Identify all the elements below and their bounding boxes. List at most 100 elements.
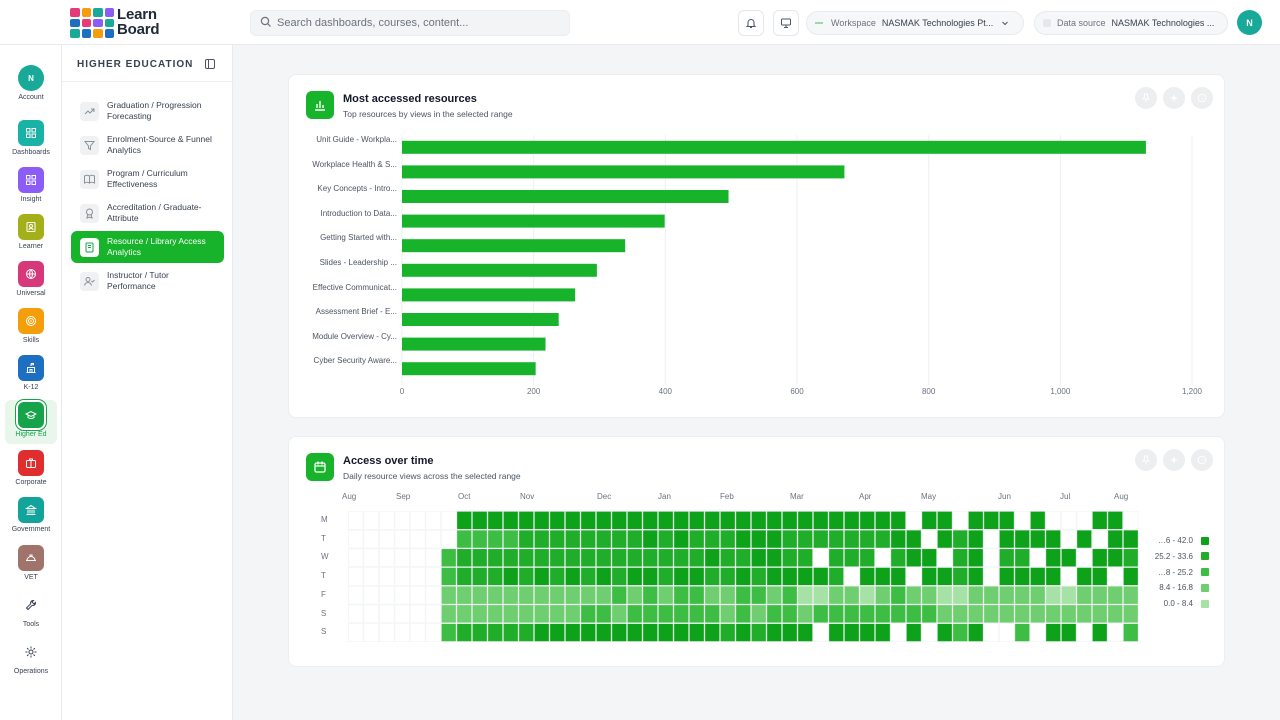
heatmap-cell[interactable] (751, 585, 767, 605)
heatmap-cell[interactable] (487, 604, 503, 624)
heatmap-cell[interactable] (1045, 511, 1061, 530)
heatmap-cell[interactable] (596, 511, 612, 530)
pin-button[interactable] (1135, 87, 1157, 109)
heatmap-cell[interactable] (611, 548, 627, 567)
heatmap-cell[interactable] (1092, 623, 1108, 642)
heatmap-cell[interactable] (937, 511, 953, 530)
heatmap-cell[interactable] (704, 623, 720, 642)
heatmap-cell[interactable] (379, 529, 395, 549)
heatmap-cell[interactable] (983, 529, 999, 549)
heatmap-cell[interactable] (952, 623, 968, 642)
heatmap-cell[interactable] (394, 604, 410, 624)
rail-item-account[interactable]: N Account (5, 63, 57, 107)
heatmap-cell[interactable] (627, 567, 643, 586)
heatmap-cell[interactable] (751, 548, 767, 567)
search-box[interactable] (250, 10, 570, 36)
heatmap-cell[interactable] (549, 511, 565, 530)
bar[interactable] (402, 214, 665, 228)
heatmap-cell[interactable] (425, 529, 441, 549)
workspace-selector[interactable]: Workspace NASMAK Technologies Pt... (806, 11, 1024, 35)
rail-item-dashboards[interactable]: Dashboards (5, 118, 57, 162)
pin-button[interactable] (1135, 449, 1157, 471)
heatmap-cell[interactable] (596, 548, 612, 567)
heatmap-cell[interactable] (983, 548, 999, 567)
heatmap-cell[interactable] (1107, 548, 1123, 567)
heatmap-cell[interactable] (658, 567, 674, 586)
heatmap-cell[interactable] (1045, 623, 1061, 642)
heatmap-cell[interactable] (487, 548, 503, 567)
heatmap-cell[interactable] (1030, 623, 1046, 642)
heatmap-cell[interactable] (704, 511, 720, 530)
heatmap-cell[interactable] (596, 585, 612, 605)
heatmap-cell[interactable] (394, 567, 410, 586)
heatmap-cell[interactable] (379, 511, 395, 530)
heatmap-cell[interactable] (503, 511, 519, 530)
heatmap-cell[interactable] (1092, 567, 1108, 586)
heatmap-cell[interactable] (937, 623, 953, 642)
bar[interactable] (402, 263, 597, 277)
bar[interactable] (402, 165, 845, 179)
heatmap-cell[interactable] (1123, 548, 1139, 567)
heatmap-cell[interactable] (735, 604, 751, 624)
heatmap-cell[interactable] (689, 585, 705, 605)
heatmap-cell[interactable] (1061, 511, 1077, 530)
heatmap-cell[interactable] (456, 511, 472, 530)
heatmap-cell[interactable] (1014, 548, 1030, 567)
heatmap-cell[interactable] (890, 604, 906, 624)
heatmap-cell[interactable] (859, 604, 875, 624)
heatmap-cell[interactable] (518, 585, 534, 605)
heatmap-cell[interactable] (642, 623, 658, 642)
heatmap-cell[interactable] (983, 511, 999, 530)
heatmap-cell[interactable] (518, 511, 534, 530)
heatmap-cell[interactable] (1123, 585, 1139, 605)
nav-item-program-curriculum-effectiveness[interactable]: Program / Curriculum Effectiveness (71, 163, 224, 195)
heatmap-cell[interactable] (875, 529, 891, 549)
heatmap-cell[interactable] (1045, 548, 1061, 567)
heatmap-cell[interactable] (890, 623, 906, 642)
heatmap-cell[interactable] (1092, 585, 1108, 605)
heatmap-cell[interactable] (363, 529, 379, 549)
bar[interactable] (402, 140, 1146, 154)
heatmap-cell[interactable] (1045, 529, 1061, 549)
heatmap-cell[interactable] (534, 623, 550, 642)
heatmap-cell[interactable] (735, 567, 751, 586)
heatmap-cell[interactable] (735, 585, 751, 605)
heatmap-cell[interactable] (658, 548, 674, 567)
heatmap-cell[interactable] (503, 567, 519, 586)
heatmap-cell[interactable] (735, 548, 751, 567)
heatmap-cell[interactable] (394, 548, 410, 567)
bar[interactable] (402, 239, 626, 253)
heatmap-cell[interactable] (704, 529, 720, 549)
heatmap-cell[interactable] (689, 529, 705, 549)
heatmap-cell[interactable] (751, 529, 767, 549)
heatmap-cell[interactable] (968, 511, 984, 530)
heatmap-cell[interactable] (658, 604, 674, 624)
heatmap-cell[interactable] (875, 604, 891, 624)
ai-insight-button[interactable] (1163, 87, 1185, 109)
heatmap-cell[interactable] (425, 585, 441, 605)
heatmap-cell[interactable] (1076, 585, 1092, 605)
heatmap-cell[interactable] (580, 567, 596, 586)
heatmap-cell[interactable] (348, 585, 364, 605)
heatmap-cell[interactable] (441, 511, 457, 530)
rail-item-universal[interactable]: Universal (5, 259, 57, 303)
heatmap-cell[interactable] (549, 604, 565, 624)
heatmap-cell[interactable] (921, 567, 937, 586)
heatmap-cell[interactable] (487, 585, 503, 605)
heatmap-cell[interactable] (410, 585, 426, 605)
heatmap-cell[interactable] (394, 623, 410, 642)
heatmap-cell[interactable] (782, 548, 798, 567)
heatmap-cell[interactable] (875, 511, 891, 530)
heatmap-cell[interactable] (983, 585, 999, 605)
heatmap-cell[interactable] (906, 567, 922, 586)
heatmap-cell[interactable] (658, 511, 674, 530)
heatmap-cell[interactable] (968, 548, 984, 567)
heatmap-cell[interactable] (394, 511, 410, 530)
heatmap-cell[interactable] (844, 567, 860, 586)
heatmap-cell[interactable] (782, 567, 798, 586)
heatmap-cell[interactable] (782, 623, 798, 642)
heatmap-cell[interactable] (394, 529, 410, 549)
heatmap-cell[interactable] (766, 548, 782, 567)
heatmap-cell[interactable] (456, 548, 472, 567)
heatmap-cell[interactable] (859, 623, 875, 642)
